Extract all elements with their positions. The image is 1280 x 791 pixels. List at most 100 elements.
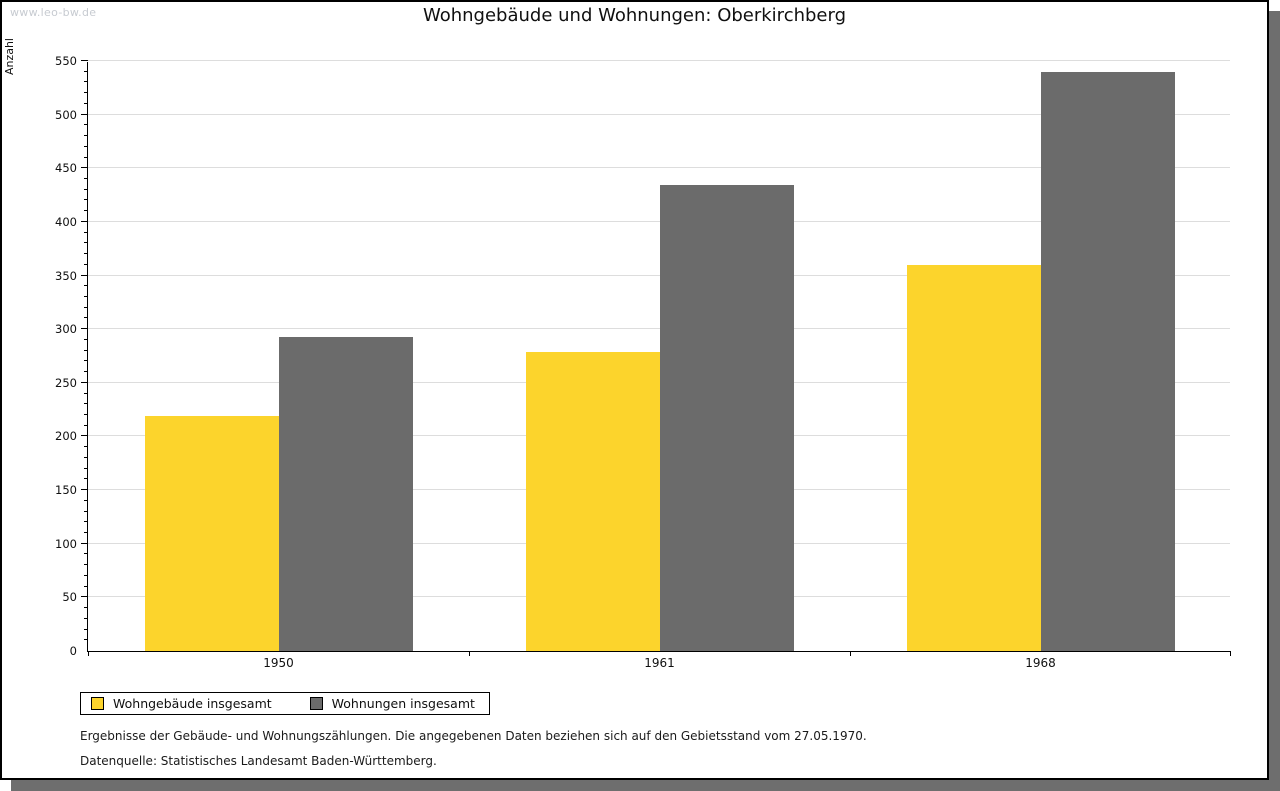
gridline-500 [88,113,1230,115]
y-minor-tick-530 [84,81,88,83]
y-minor-tick-10 [84,639,88,641]
gridline-400 [88,220,1230,222]
y-tick-label-150: 150 [55,483,77,498]
bar-1950-wohngebaeude [144,416,279,651]
y-minor-tick-240 [84,392,88,394]
y-major-tick-150 [81,489,88,491]
plot-area: 0 50 100 150 200 250 300 350 400 450 500 550 1950 196… [55,54,1231,670]
y-minor-tick-460 [84,156,88,158]
legend-item-wohnungen: Wohnungen insgesamt [309,696,475,711]
y-major-tick-50 [81,596,88,598]
y-minor-tick-20 [84,628,88,630]
y-minor-tick-440 [84,178,88,179]
y-minor-tick-190 [84,446,88,448]
gridline-350 [88,274,1230,276]
y-minor-tick-360 [84,263,88,265]
y-minor-tick-90 [84,553,88,555]
y-minor-tick-430 [84,188,88,190]
gridline-450 [88,167,1230,169]
y-tick-label-300: 300 [55,322,77,337]
y-minor-tick-110 [84,532,88,533]
y-minor-tick-480 [84,135,88,137]
bar-1961-wohnungen [659,185,794,651]
y-minor-tick-60 [84,585,88,587]
y-minor-tick-540 [84,70,88,72]
y-minor-tick-140 [84,499,88,501]
footnote-2: Datenquelle: Statistisches Landesamt Bad… [80,754,437,768]
y-major-tick-450 [81,167,88,169]
y-minor-tick-30 [84,617,88,619]
x-tick-3 [1230,651,1231,656]
x-category-label-1950: 1950 [263,656,294,670]
y-tick-label-400: 400 [55,214,77,229]
bar-1968-wohngebaeude [906,264,1041,651]
x-category-label-1961: 1961 [644,656,675,670]
y-minor-tick-420 [84,199,88,201]
legend-label-wohnungen: Wohnungen insgesamt [331,696,475,711]
y-axis-title: Anzahl [3,38,16,76]
y-minor-tick-80 [84,564,88,566]
y-minor-tick-130 [84,510,88,512]
bar-1961-wohngebaeude [525,351,660,651]
legend-swatch-wohngebaeude [91,697,104,710]
y-minor-tick-330 [84,296,88,297]
watermark: www.leo-bw.de [10,6,97,19]
y-tick-label-50: 50 [62,590,77,605]
y-minor-tick-340 [84,285,88,287]
y-minor-tick-470 [84,145,88,147]
y-minor-tick-320 [84,306,88,308]
x-tick-0 [88,651,89,656]
y-minor-tick-510 [84,102,88,104]
y-minor-tick-160 [84,478,88,480]
y-tick-label-550: 550 [55,54,77,68]
y-minor-tick-390 [84,231,88,233]
y-major-tick-350 [81,274,88,276]
x-category-label-1968: 1968 [1025,656,1056,670]
y-minor-tick-380 [84,242,88,244]
y-minor-tick-410 [84,210,88,212]
y-minor-tick-210 [84,424,88,426]
gridline-300 [88,328,1230,330]
y-minor-tick-260 [84,371,88,373]
y-minor-tick-290 [84,338,88,340]
x-tick-2 [850,651,851,656]
y-major-tick-250 [81,381,88,383]
footnote-1: Ergebnisse der Gebäude- und Wohnungszähl… [80,729,867,743]
y-minor-tick-120 [84,521,88,523]
y-tick-label-0: 0 [69,644,77,658]
legend-label-wohngebaeude: Wohngebäude insgesamt [113,696,272,711]
page-title: Wohngebäude und Wohnungen: Oberkirchberg [422,5,847,26]
x-tick-1 [469,651,470,656]
y-minor-tick-370 [84,253,88,255]
bar-1968-wohnungen [1040,71,1175,651]
y-minor-tick-520 [84,92,88,94]
y-tick-label-350: 350 [55,268,77,283]
y-minor-tick-220 [84,414,88,415]
legend-item-wohngebaeude: Wohngebäude insgesamt [91,696,272,711]
y-minor-tick-70 [84,574,88,576]
y-major-tick-300 [81,328,88,330]
y-major-tick-100 [81,542,88,544]
legend-swatch-wohnungen [309,697,323,710]
chart-page: www.leo-bw.de Wohngebäude und Wohnungen:… [0,0,1269,780]
y-minor-tick-170 [84,467,88,469]
y-major-tick-500 [81,113,88,115]
y-minor-tick-40 [84,607,88,609]
y-major-tick-550 [81,60,88,61]
gridline-550 [88,60,1230,61]
y-minor-tick-490 [84,124,88,126]
y-minor-tick-310 [84,317,88,319]
y-minor-tick-280 [84,349,88,351]
y-major-tick-200 [81,435,88,437]
y-major-tick-400 [81,220,88,222]
y-minor-tick-270 [84,360,88,362]
y-tick-label-200: 200 [55,429,77,444]
y-minor-tick-230 [84,403,88,405]
y-tick-label-100: 100 [55,536,77,551]
legend: Wohngebäude insgesamt Wohnungen insgesam… [80,692,490,715]
y-tick-label-250: 250 [55,375,77,390]
bar-1950-wohnungen [278,336,413,651]
y-tick-label-500: 500 [55,107,77,122]
y-minor-tick-180 [84,456,88,458]
y-tick-label-450: 450 [55,161,77,176]
